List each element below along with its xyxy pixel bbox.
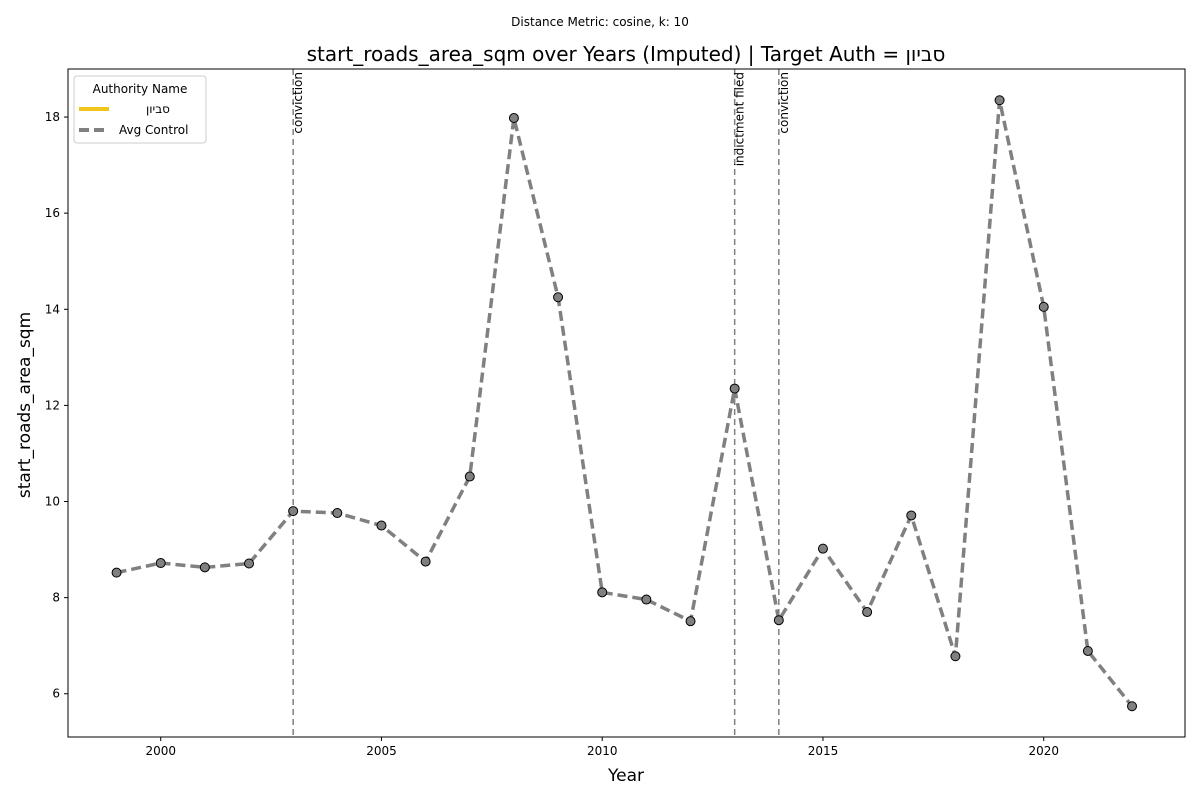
series-line-0	[116, 98, 1134, 708]
chart-title: start_roads_area_sqm over Years (Imputed…	[307, 42, 946, 66]
x-tick-label-2010: 2010	[587, 744, 618, 758]
plot-area: conviction indictment filed conviction 2000…	[45, 68, 1186, 758]
data-point-2001	[199, 562, 210, 573]
data-point-2000	[155, 558, 166, 569]
data-point-2008	[508, 113, 519, 124]
y-tick-label-16: 16	[45, 206, 60, 220]
y-axis-label: start_roads_area_sqm	[15, 312, 35, 498]
data-point-2002	[244, 558, 255, 569]
y-tick-label-10: 10	[45, 495, 60, 509]
data-point-2016	[862, 607, 873, 618]
data-point-2009	[553, 292, 564, 303]
legend-label-target: סביון	[146, 102, 170, 116]
y-tick-label-8: 8	[52, 591, 60, 605]
data-point-2013	[729, 383, 740, 394]
y-tick-label-18: 18	[45, 110, 60, 124]
legend-title: Authority Name	[93, 82, 188, 96]
x-tick-label-2020: 2020	[1028, 744, 1059, 758]
y-tick-label-6: 6	[52, 687, 60, 701]
axes-frame	[67, 68, 1186, 738]
x-tick-label-2005: 2005	[366, 744, 397, 758]
data-point-2020	[1038, 301, 1049, 312]
x-axis-label: Year	[607, 766, 644, 786]
data-point-2021	[1082, 645, 1093, 656]
data-point-2005	[376, 520, 387, 531]
data-point-2012	[685, 616, 696, 627]
data-point-2015	[817, 543, 828, 554]
data-point-2022	[1127, 701, 1138, 712]
data-point-2019	[994, 95, 1005, 106]
legend: Authority Name סביון Avg Control	[73, 75, 207, 144]
legend-label-avg-control: Avg Control	[119, 123, 188, 137]
data-point-2017	[906, 510, 917, 521]
data-point-2018	[950, 651, 961, 662]
chart-suptitle: Distance Metric: cosine, k: 10	[511, 15, 689, 29]
data-point-2014	[773, 615, 784, 626]
legend-frame	[73, 75, 207, 144]
data-point-2010	[597, 587, 608, 598]
event-label-1: indictment filed	[733, 72, 747, 166]
data-point-2006	[420, 556, 431, 567]
data-point-2007	[464, 471, 475, 482]
data-point-1999	[111, 567, 122, 578]
y-tick-label-14: 14	[45, 302, 60, 316]
x-tick-label-2000: 2000	[145, 744, 176, 758]
data-point-2011	[641, 594, 652, 605]
data-point-2004	[332, 508, 343, 519]
y-tick-label-12: 12	[45, 398, 60, 412]
data-point-2003	[288, 506, 299, 517]
event-label-2: conviction	[777, 72, 791, 134]
event-label-0: conviction	[291, 72, 305, 134]
x-tick-label-2015: 2015	[808, 744, 839, 758]
